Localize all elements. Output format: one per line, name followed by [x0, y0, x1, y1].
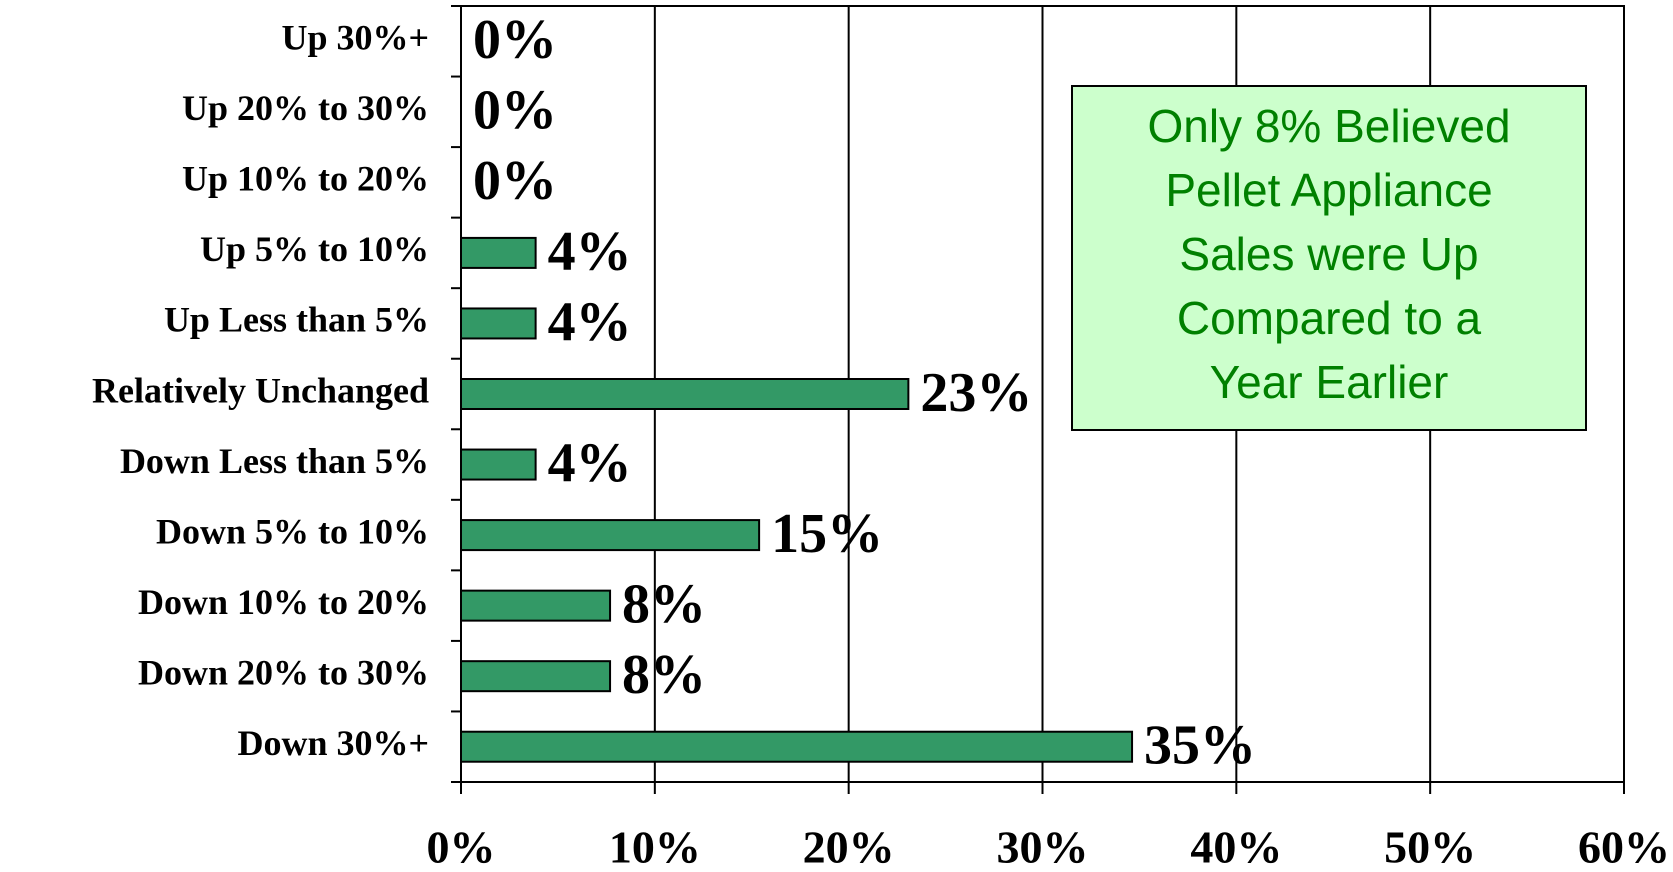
- value-label: 35%: [1144, 715, 1256, 777]
- annotation-line: Compared to a: [1177, 292, 1482, 344]
- x-tick-label: 60%: [1578, 822, 1670, 872]
- x-tick-label: 10%: [609, 822, 701, 872]
- x-tick-label: 40%: [1190, 822, 1282, 872]
- annotation-line: Sales were Up: [1179, 228, 1478, 280]
- y-tick-label: Down 20% to 30%: [138, 652, 429, 692]
- y-tick-label: Down Less than 5%: [120, 441, 429, 481]
- x-tick-label: 0%: [427, 822, 496, 872]
- y-tick-label: Up 5% to 10%: [200, 229, 429, 269]
- bar: [460, 307, 537, 340]
- x-tick-label: 50%: [1384, 822, 1476, 872]
- value-label: 4%: [548, 221, 632, 283]
- bar: [460, 519, 761, 552]
- bar: [460, 660, 612, 693]
- bar: [460, 236, 537, 269]
- y-tick-label: Up 30%+: [281, 18, 429, 58]
- y-tick-label: Up 10% to 20%: [182, 159, 429, 199]
- value-label: 0%: [473, 9, 557, 71]
- y-tick-label: Down 10% to 20%: [138, 582, 429, 622]
- annotation-line: Pellet Appliance: [1165, 164, 1492, 216]
- x-tick-label: 20%: [803, 822, 895, 872]
- annotation-line: Year Earlier: [1210, 356, 1449, 408]
- y-tick-label: Up 20% to 30%: [182, 88, 429, 128]
- y-tick-label: Relatively Unchanged: [92, 370, 429, 410]
- y-tick-label: Down 5% to 10%: [156, 511, 429, 551]
- value-label: 8%: [622, 644, 706, 706]
- bar: [460, 730, 1134, 763]
- annotation-box: [1071, 85, 1587, 431]
- value-label: 15%: [771, 503, 883, 565]
- bar: [460, 448, 537, 481]
- value-label: 4%: [548, 291, 632, 353]
- value-label: 4%: [548, 432, 632, 494]
- y-tick-label: Down 30%+: [237, 723, 429, 763]
- value-label: 8%: [622, 573, 706, 635]
- annotation: Only 8% Believed Pellet Appliance Sales we…: [1071, 85, 1587, 431]
- annotation-line: Only 8% Believed: [1147, 100, 1510, 152]
- value-label: 23%: [920, 362, 1032, 424]
- bar: [460, 378, 910, 410]
- y-tick-label: Up Less than 5%: [164, 300, 429, 340]
- value-label: 0%: [473, 150, 557, 212]
- bar: [460, 589, 612, 622]
- x-tick-label: 30%: [997, 822, 1089, 872]
- value-label: 0%: [473, 80, 557, 142]
- plot-area: 0% 10% 20% 30% 40% 50% 60% Up 30%+ 0% Up 20% to 3…: [92, 5, 1670, 872]
